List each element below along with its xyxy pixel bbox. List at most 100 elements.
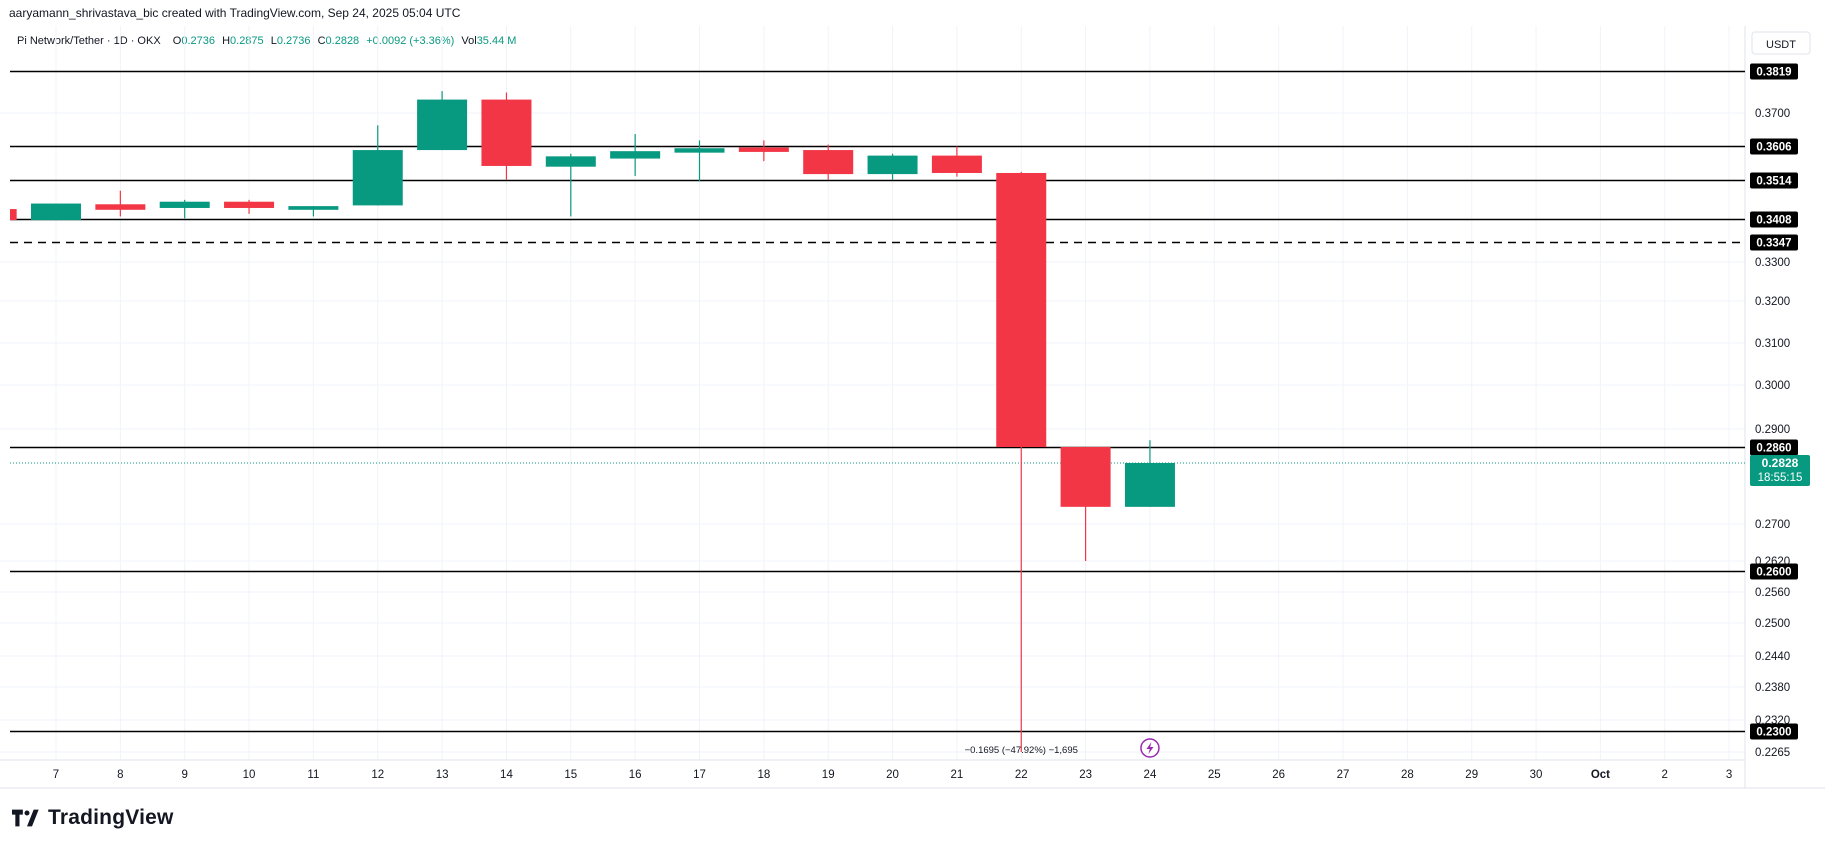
time-tick-label: 22 bbox=[1015, 769, 1028, 781]
level-price-box bbox=[1750, 211, 1798, 228]
chart-attribution: aaryamann_shrivastava_bic created with T… bbox=[9, 6, 461, 20]
price-axis-ticks: 0.3700 0.3300 0.3200 0.3100 0.3000 0.2900 0.27… bbox=[1755, 108, 1790, 759]
time-tick-label: 24 bbox=[1144, 769, 1157, 781]
high-value: 0.2875 bbox=[230, 35, 264, 47]
time-tick-label: 15 bbox=[564, 769, 577, 781]
time-tick-label: 18 bbox=[757, 769, 770, 781]
price-tick-label: 0.3000 bbox=[1755, 380, 1790, 392]
level-price-box bbox=[1750, 563, 1798, 580]
close-value: 0.2828 bbox=[325, 35, 360, 47]
price-tick-label: 0.2700 bbox=[1755, 519, 1790, 531]
time-tick-label: 7 bbox=[53, 769, 59, 781]
level-price-label: 0.2600 bbox=[1756, 567, 1791, 579]
price-tick-label: 0.2560 bbox=[1755, 587, 1790, 599]
candle-body bbox=[288, 206, 339, 210]
level-price-box bbox=[1750, 439, 1798, 456]
candle-body bbox=[224, 201, 275, 208]
time-tick-label: Oct bbox=[1591, 769, 1610, 781]
price-tick-label: 0.3200 bbox=[1755, 296, 1790, 308]
time-tick-label: 2 bbox=[1662, 769, 1668, 781]
candle-body bbox=[352, 150, 403, 206]
time-tick-label: 23 bbox=[1079, 769, 1092, 781]
level-price-label: 0.3819 bbox=[1756, 67, 1791, 79]
candle-body bbox=[1060, 447, 1111, 507]
candle-body bbox=[1124, 463, 1175, 507]
currency-box bbox=[1751, 31, 1811, 55]
last-price-box bbox=[1750, 455, 1810, 486]
candle-body bbox=[481, 99, 532, 166]
currency-selector[interactable]: USDT bbox=[1751, 31, 1811, 55]
measure-label: −0.1695 (−47.92%) −1,695 bbox=[965, 745, 1078, 756]
level-price-label: 0.2300 bbox=[1756, 727, 1791, 739]
level-price-label: 0.3514 bbox=[1756, 176, 1792, 188]
candle-body bbox=[674, 148, 725, 153]
time-tick-label: 12 bbox=[371, 769, 384, 781]
time-tick-label: 3 bbox=[1726, 769, 1732, 781]
time-tick-label: 28 bbox=[1401, 769, 1414, 781]
candle-body bbox=[803, 150, 854, 175]
level-price-box bbox=[1750, 234, 1798, 251]
time-tick-label: 8 bbox=[117, 769, 123, 781]
tradingview-logo-text: TradingView bbox=[48, 806, 174, 829]
last-price-tag: 0.2828 18:55:15 bbox=[1750, 455, 1810, 486]
lightning-icon[interactable] bbox=[1140, 738, 1160, 758]
candle-14 bbox=[481, 92, 532, 180]
candle-22 bbox=[996, 171, 1047, 752]
time-tick-label: 13 bbox=[436, 769, 449, 781]
price-tick-label: 0.3700 bbox=[1755, 108, 1790, 120]
price-tick-label: 0.2380 bbox=[1755, 682, 1790, 694]
candle-body bbox=[610, 151, 661, 159]
candle-body bbox=[738, 147, 789, 152]
level-price-box bbox=[1750, 172, 1798, 189]
candle-body bbox=[931, 155, 982, 173]
price-tick-label: 0.3300 bbox=[1755, 257, 1790, 269]
time-tick-label: 26 bbox=[1272, 769, 1285, 781]
tradingview-logo-icon bbox=[12, 809, 39, 827]
candle-21 bbox=[931, 146, 982, 177]
chart-frame bbox=[0, 26, 1825, 789]
time-tick-label: 29 bbox=[1465, 769, 1478, 781]
candle-9 bbox=[159, 199, 210, 219]
low-value: 0.2736 bbox=[276, 35, 311, 47]
candle-body bbox=[159, 201, 210, 208]
open-value: 0.2736 bbox=[181, 35, 215, 47]
low-label: L bbox=[270, 35, 277, 47]
candle-23 bbox=[1060, 447, 1111, 561]
time-tick-label: 30 bbox=[1530, 769, 1543, 781]
time-tick-label: 27 bbox=[1337, 769, 1350, 781]
candle-12 bbox=[352, 125, 403, 206]
candle-body bbox=[545, 156, 596, 167]
bar-countdown: 18:55:15 bbox=[1758, 472, 1803, 484]
symbol-legend: Pi Network/Tether · 1D · OKX O0.2736 H0.… bbox=[17, 35, 520, 47]
level-price-labels: 0.3819 0.3606 0.3514 0.3408 0.3347 0.2860 0.26… bbox=[1750, 63, 1798, 740]
tradingview-logo: TradingView bbox=[12, 806, 174, 830]
time-tick-label: 20 bbox=[886, 769, 899, 781]
last-price-label: 0.2828 bbox=[1762, 456, 1799, 470]
level-price-box bbox=[1750, 138, 1798, 155]
symbol-title[interactable]: Pi Network/Tether · 1D · OKX bbox=[17, 35, 161, 47]
time-tick-label: 25 bbox=[1208, 769, 1221, 781]
price-tick-label: 0.2500 bbox=[1755, 618, 1790, 630]
candle-15 bbox=[545, 153, 596, 217]
price-tick-label: 0.3100 bbox=[1755, 338, 1790, 350]
candle-19 bbox=[803, 144, 854, 180]
time-tick-label: 10 bbox=[243, 769, 256, 781]
time-tick-label: 19 bbox=[822, 769, 835, 781]
candle-13 bbox=[417, 91, 468, 151]
candle-24 bbox=[1124, 440, 1175, 507]
level-price-box bbox=[1750, 63, 1798, 80]
candle-body bbox=[10, 209, 17, 221]
time-tick-label: 11 bbox=[307, 769, 319, 781]
level-price-label: 0.3408 bbox=[1756, 215, 1792, 227]
level-price-label: 0.3606 bbox=[1756, 142, 1791, 154]
volume-label: Vol bbox=[461, 35, 477, 47]
candle-body bbox=[31, 203, 81, 221]
candle-17 bbox=[674, 140, 725, 182]
time-tick-label: 16 bbox=[629, 769, 642, 781]
candle-body bbox=[996, 172, 1047, 447]
currency-label: USDT bbox=[1766, 39, 1796, 51]
horizontal-levels bbox=[10, 70, 1745, 733]
level-price-label: 0.3347 bbox=[1756, 238, 1791, 250]
candles bbox=[10, 91, 1175, 752]
